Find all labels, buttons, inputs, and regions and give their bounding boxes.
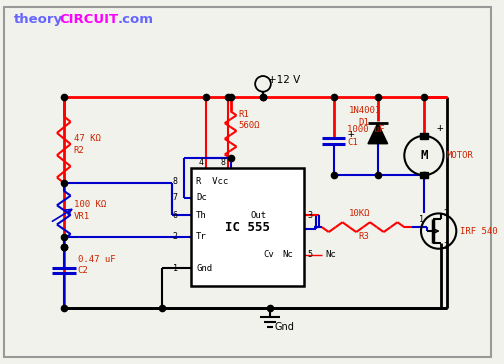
Text: 6: 6 xyxy=(172,211,177,220)
Text: 8: 8 xyxy=(220,158,225,167)
Bar xyxy=(420,133,428,139)
Text: Th: Th xyxy=(196,211,207,220)
Text: 1: 1 xyxy=(172,264,177,273)
Text: 8: 8 xyxy=(172,178,177,186)
Text: IRF 540: IRF 540 xyxy=(460,226,498,236)
Text: 0.47 uF: 0.47 uF xyxy=(78,255,115,264)
Text: R2: R2 xyxy=(74,146,84,155)
Text: 3: 3 xyxy=(307,211,312,220)
Text: MOTOR: MOTOR xyxy=(447,151,473,160)
Text: Dc: Dc xyxy=(196,193,207,202)
Text: +: + xyxy=(347,129,354,139)
Text: Gnd: Gnd xyxy=(275,322,295,332)
Text: IC 555: IC 555 xyxy=(225,221,270,234)
Text: R3: R3 xyxy=(358,233,369,241)
Text: 10KΩ: 10KΩ xyxy=(348,209,370,218)
Text: 3: 3 xyxy=(444,242,449,251)
Text: Out: Out xyxy=(250,211,266,220)
Text: +12 V: +12 V xyxy=(268,75,300,85)
Text: 4: 4 xyxy=(199,158,204,167)
Text: C1: C1 xyxy=(347,138,358,147)
Text: 1000 uF: 1000 uF xyxy=(347,124,385,134)
Text: .com: .com xyxy=(118,13,154,25)
Text: 2: 2 xyxy=(444,209,449,218)
Text: 1: 1 xyxy=(419,215,424,224)
Text: 7: 7 xyxy=(172,193,177,202)
Text: 1N4001: 1N4001 xyxy=(348,106,381,115)
Text: +: + xyxy=(436,123,443,133)
Text: C2: C2 xyxy=(78,266,88,275)
Text: 47 KΩ: 47 KΩ xyxy=(74,134,100,143)
Text: theory: theory xyxy=(14,13,63,25)
Bar xyxy=(192,168,304,286)
Text: R  Vcc: R Vcc xyxy=(196,178,228,186)
Polygon shape xyxy=(368,123,388,144)
Text: Gnd: Gnd xyxy=(196,264,212,273)
Text: Nc: Nc xyxy=(326,250,337,259)
Text: 5: 5 xyxy=(307,250,312,259)
Text: 100 KΩ: 100 KΩ xyxy=(74,200,106,209)
Text: Cv: Cv xyxy=(263,250,274,259)
Text: M: M xyxy=(420,149,428,162)
Text: R1: R1 xyxy=(238,110,249,119)
Text: 2: 2 xyxy=(172,233,177,241)
Text: Nc: Nc xyxy=(283,250,293,259)
Text: 560Ω: 560Ω xyxy=(238,120,260,130)
Text: Tr: Tr xyxy=(196,233,207,241)
Bar xyxy=(420,172,428,178)
Text: CIRCUIT: CIRCUIT xyxy=(59,13,118,25)
Text: VR1: VR1 xyxy=(74,212,90,221)
Text: D1: D1 xyxy=(358,118,369,127)
